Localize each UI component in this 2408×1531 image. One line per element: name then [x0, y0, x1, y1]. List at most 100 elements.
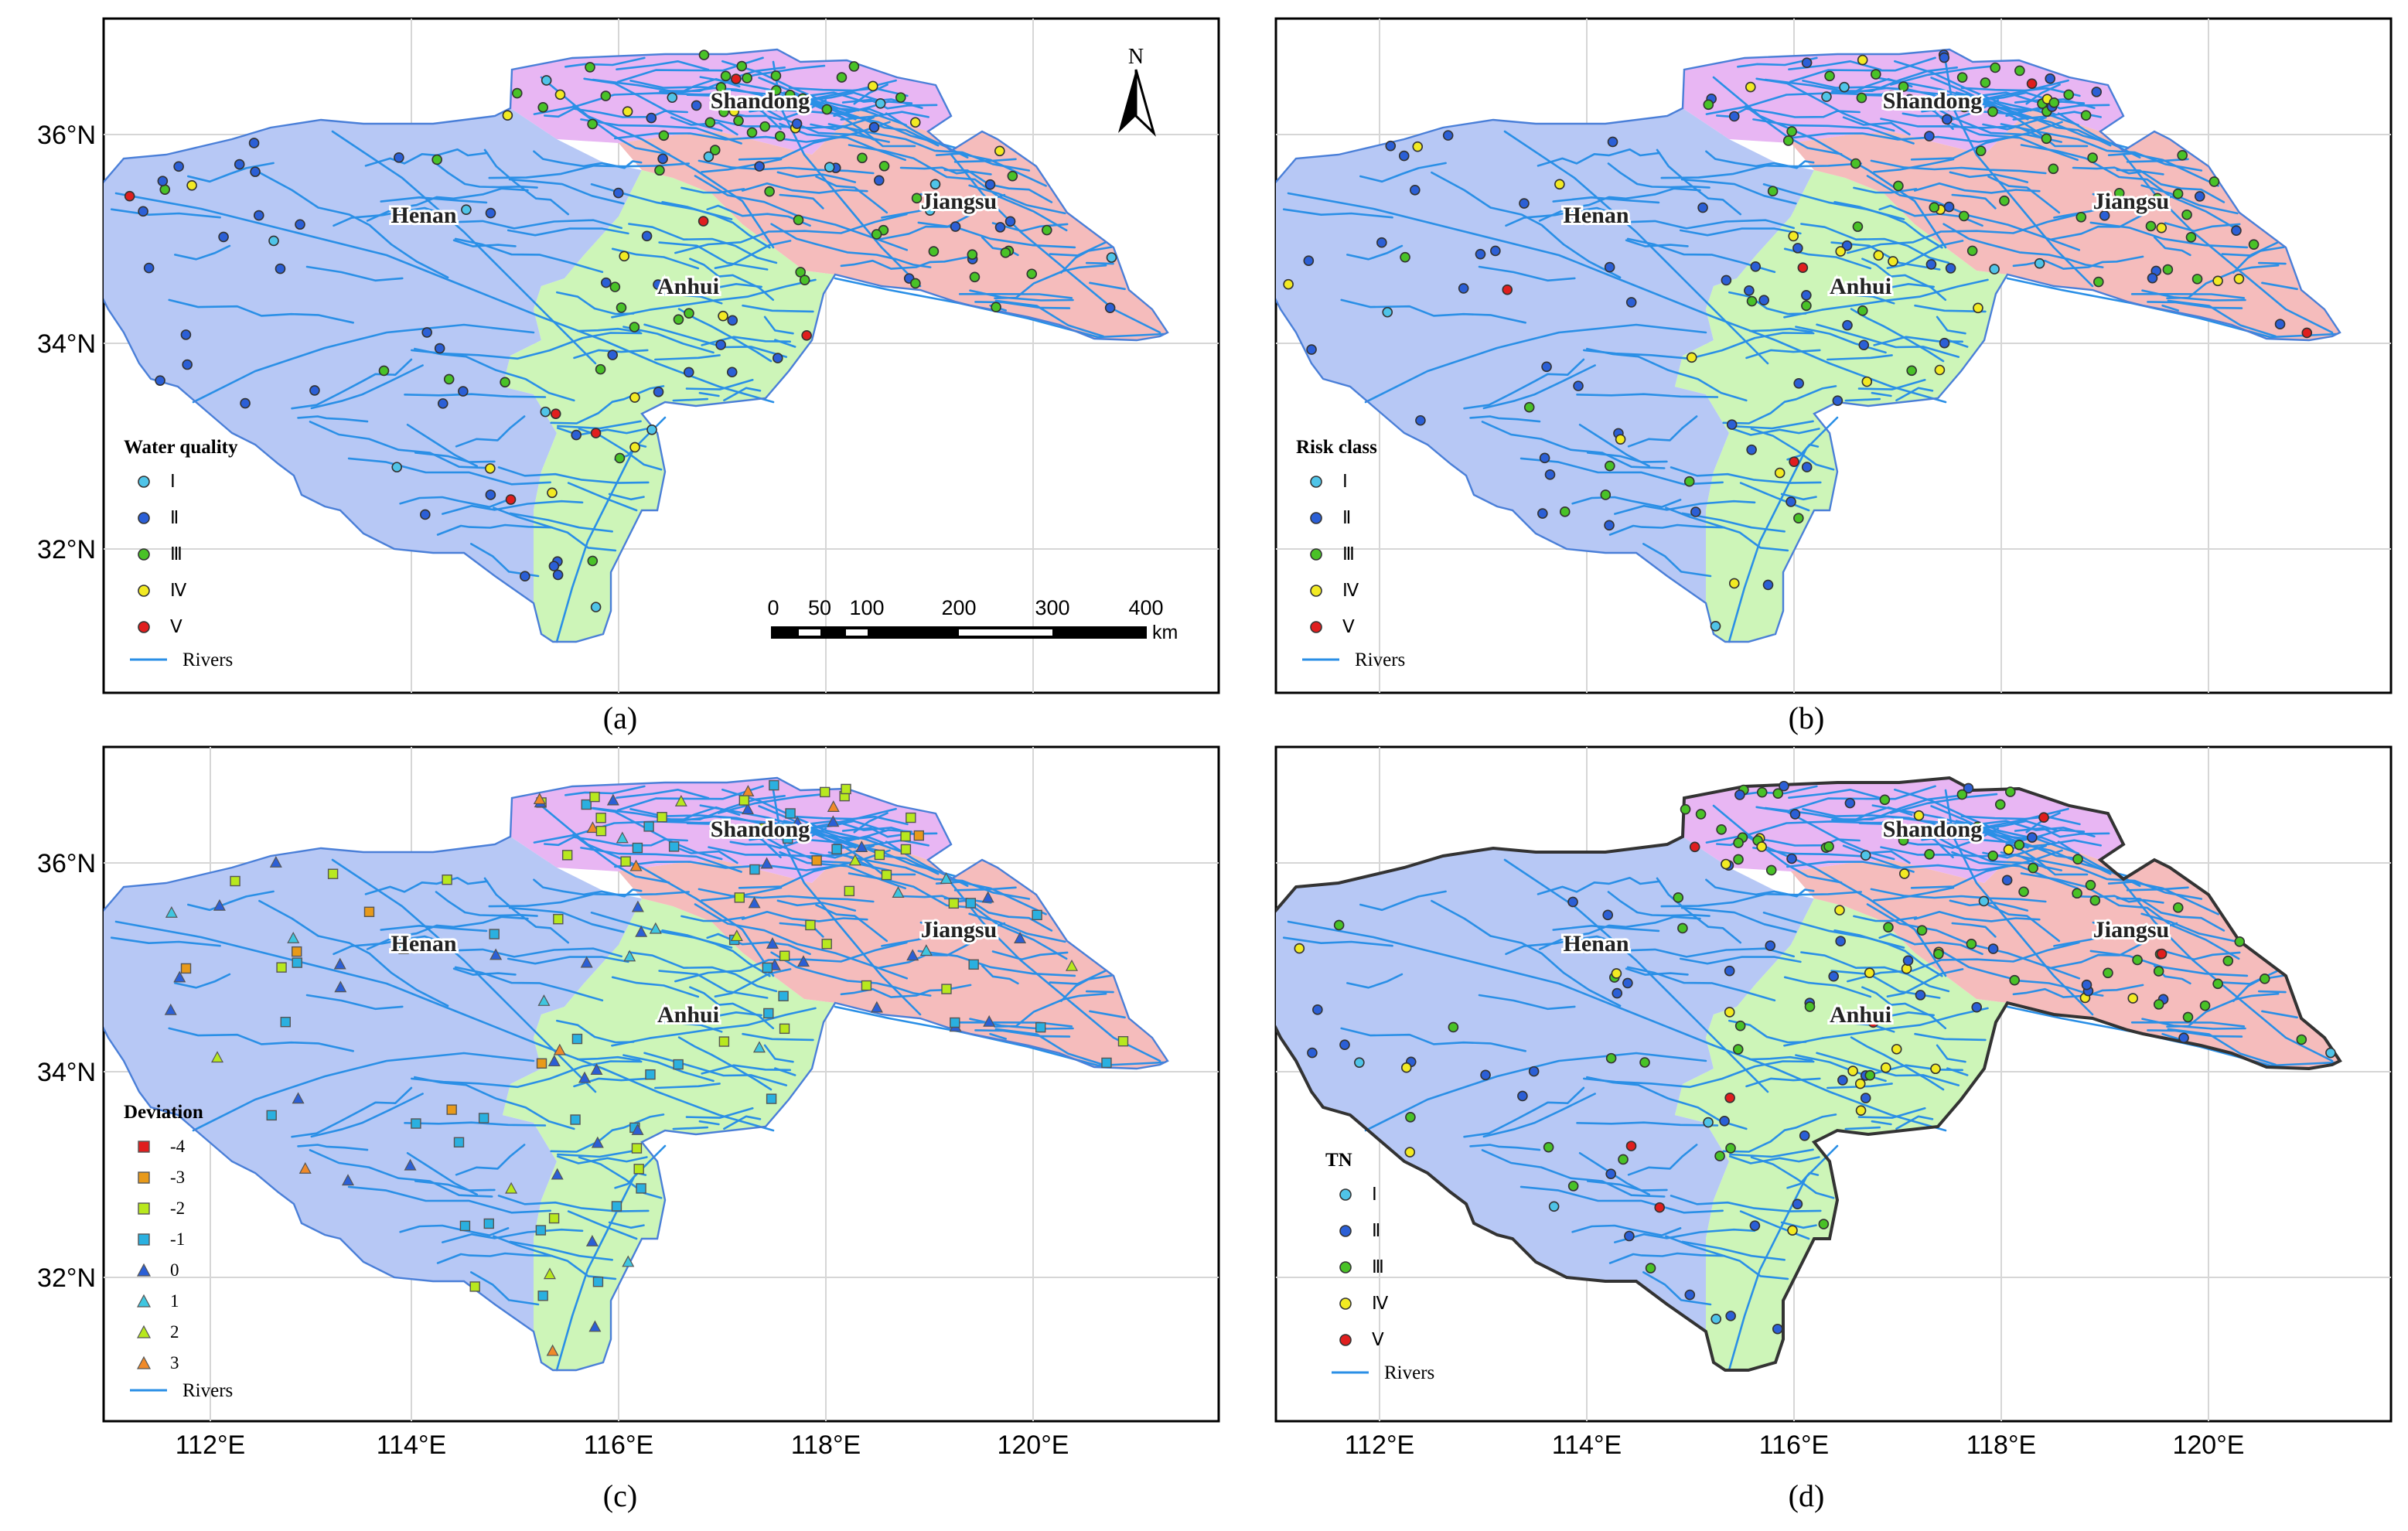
river	[366, 916, 529, 950]
river	[827, 123, 1031, 172]
station-marker	[759, 823, 770, 834]
river	[1857, 378, 1926, 390]
station-marker	[1891, 1044, 1902, 1055]
river	[958, 1021, 1073, 1028]
station-marker	[1801, 289, 1812, 301]
river	[1932, 91, 2096, 109]
river	[310, 364, 424, 410]
river	[723, 1115, 762, 1130]
river	[114, 920, 775, 1132]
river	[780, 828, 884, 844]
station-marker	[600, 277, 612, 288]
station-marker	[1645, 1263, 1656, 1274]
station-marker	[1689, 841, 1700, 853]
river	[989, 1032, 1007, 1040]
station-marker	[1066, 959, 1079, 971]
river	[776, 171, 857, 183]
station-marker	[391, 462, 403, 472]
station-marker	[124, 190, 135, 202]
river	[454, 219, 623, 230]
longitude-axis-left: 112°E 114°E 116°E 118°E 120°E	[176, 1430, 1069, 1460]
stations-a	[124, 49, 1117, 612]
river	[1538, 187, 1701, 222]
lat-label: 34°N	[37, 1058, 96, 1087]
river	[653, 354, 721, 361]
station-marker	[703, 151, 715, 162]
station-marker	[453, 1137, 465, 1147]
station-marker	[2212, 978, 2223, 990]
river	[1857, 1107, 1926, 1119]
station-marker	[540, 406, 551, 418]
station-marker	[857, 152, 868, 164]
station-marker	[632, 842, 643, 854]
river	[741, 182, 868, 194]
station-marker	[416, 940, 429, 953]
legend-symbol	[138, 1171, 150, 1184]
station-marker	[511, 87, 523, 99]
river	[1626, 237, 1776, 274]
station-marker	[820, 786, 831, 798]
legend-symbol	[1339, 1297, 1352, 1310]
station-marker	[230, 875, 240, 887]
station-marker	[616, 302, 627, 313]
caption-d: (d)	[1789, 1478, 1825, 1513]
station-marker	[770, 70, 782, 81]
station-marker	[334, 980, 347, 993]
legend-label: Ⅰ	[1372, 1185, 1377, 1204]
station-marker	[485, 463, 496, 474]
station-marker	[1857, 305, 1868, 316]
basin-map-d	[1276, 776, 2342, 1372]
river	[1346, 973, 1404, 989]
legend-label: Ⅰ	[1342, 472, 1348, 491]
river	[1463, 1086, 1585, 1138]
river	[1847, 213, 2080, 254]
station-marker	[1306, 344, 1317, 355]
station-marker	[704, 117, 716, 128]
station-marker	[754, 161, 765, 172]
station-marker	[1749, 1220, 1761, 1231]
river	[1880, 846, 2047, 869]
province-label-shandong: Shandong	[711, 817, 810, 842]
station-marker	[478, 1113, 489, 1124]
station-marker	[269, 855, 282, 868]
river	[110, 936, 221, 947]
station-marker	[824, 162, 835, 172]
station-marker	[500, 377, 510, 388]
lon-label: 118°E	[1966, 1430, 2036, 1460]
river	[441, 1228, 584, 1243]
river	[1583, 332, 1815, 360]
station-marker	[553, 913, 564, 925]
station-marker	[848, 854, 861, 866]
river	[564, 56, 646, 68]
station-marker	[287, 932, 300, 943]
station-marker	[1898, 868, 1910, 879]
legend-symbol	[1310, 512, 1322, 524]
river	[310, 1093, 424, 1138]
river	[399, 1224, 510, 1236]
river	[556, 420, 642, 430]
legend-label: 3	[170, 1353, 179, 1372]
river	[483, 148, 570, 216]
station-marker	[2093, 276, 2104, 288]
river	[1608, 1252, 1726, 1264]
river	[611, 278, 817, 319]
legend-symbol	[138, 476, 150, 488]
station-marker	[1793, 513, 1804, 523]
river	[1878, 933, 1983, 956]
legend-symbol	[1339, 1334, 1352, 1346]
river	[953, 886, 1017, 892]
river	[763, 315, 794, 335]
station-marker	[2182, 1011, 2194, 1023]
station-marker	[1539, 452, 1550, 464]
basin-outline	[1276, 48, 2341, 643]
river	[994, 992, 1107, 1028]
river	[686, 822, 957, 878]
river	[1902, 827, 2000, 849]
river	[1853, 915, 1918, 922]
station-marker	[537, 1291, 548, 1301]
station-marker	[489, 948, 503, 960]
river	[168, 1027, 355, 1052]
station-marker	[1832, 395, 1844, 407]
station-marker	[844, 885, 855, 897]
legend-symbol	[138, 585, 150, 597]
